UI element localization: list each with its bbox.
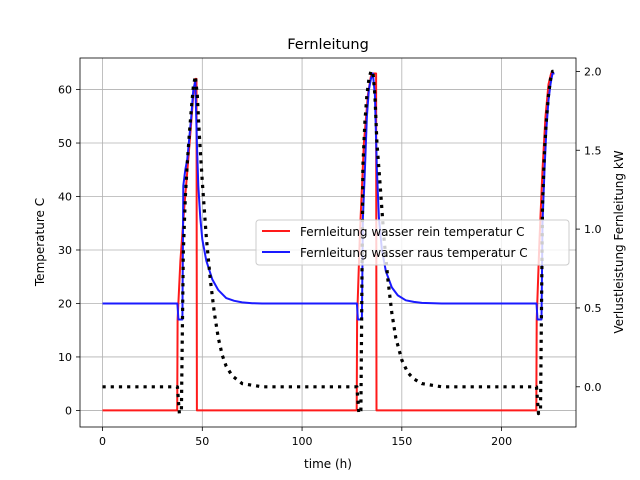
- x-tick-label: 150: [391, 435, 412, 448]
- y-tick-label-right: 1.0: [584, 223, 602, 236]
- y-tick-label-left: 30: [58, 244, 72, 257]
- y-axis-label-right: Verlustleistung Fernleitung kW: [612, 150, 626, 333]
- y-tick-label-right: 2.0: [584, 65, 602, 78]
- series-line-raus: [102, 72, 555, 321]
- series-layer: [102, 69, 555, 416]
- x-tick-label: 0: [99, 435, 106, 448]
- y-tick-label-left: 40: [58, 191, 72, 204]
- y-axis-label-left: Temperature C: [33, 198, 47, 287]
- y-tick-label-right: 1.5: [584, 144, 602, 157]
- right-axis-ticks: 0.0 0.5 1.0 1.5 2.0: [576, 65, 602, 394]
- plot-frame: [79, 57, 577, 428]
- x-axis-label: time (h): [304, 457, 352, 471]
- y-tick-label-left: 10: [58, 351, 72, 364]
- bottom-axis-ticks: 0 50 100 150 200: [99, 427, 512, 448]
- y-tick-label-left: 0: [65, 404, 72, 417]
- y-tick-label-left: 50: [58, 137, 72, 150]
- x-tick-label: 100: [292, 435, 313, 448]
- legend-box: [255, 219, 570, 266]
- chart-title: Fernleitung: [287, 37, 369, 53]
- legend-label-raus: Fernleitung wasser raus temperatur C: [300, 246, 528, 260]
- x-tick-label: 200: [491, 435, 512, 448]
- y-tick-label-left: 60: [58, 84, 72, 97]
- series-line-rein: [102, 72, 554, 412]
- y-tick-label-right: 0.0: [584, 381, 602, 394]
- legend-label-rein: Fernleitung wasser rein temperatur C: [300, 225, 524, 239]
- legend: Fernleitung wasser rein temperatur C Fer…: [255, 219, 570, 266]
- axes-frame: [79, 57, 577, 428]
- y-tick-label-left: 20: [58, 297, 72, 310]
- left-axis-ticks: 0 10 20 30 40 50 60: [58, 84, 80, 417]
- x-tick-label: 50: [195, 435, 209, 448]
- y-tick-label-right: 0.5: [584, 302, 602, 315]
